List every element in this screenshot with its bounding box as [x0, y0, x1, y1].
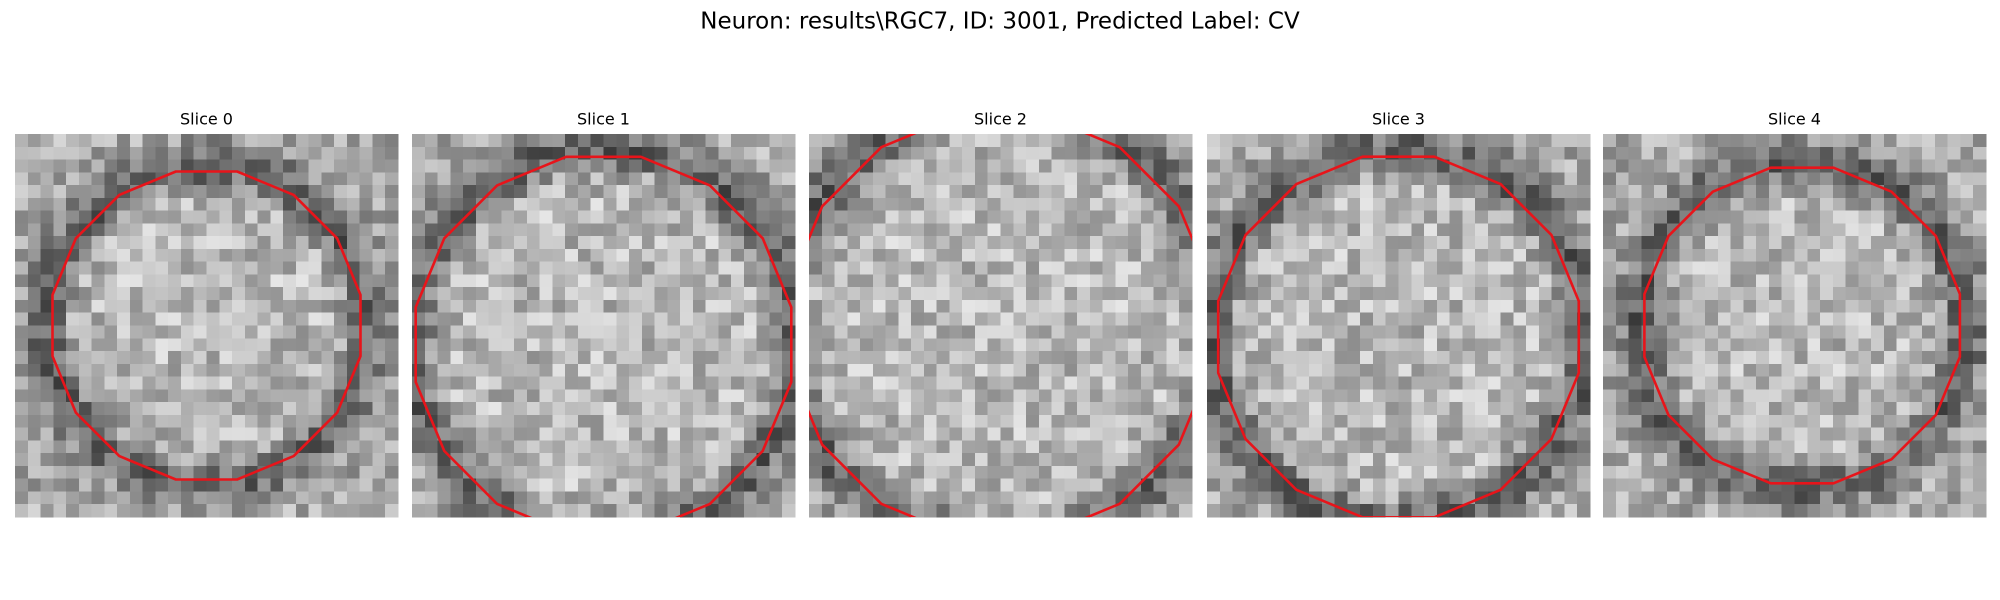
- contour: [51, 170, 362, 481]
- panel-title: Slice 3: [1372, 110, 1425, 129]
- panel-title: Slice 2: [974, 110, 1027, 129]
- panel-title: Slice 1: [577, 110, 630, 129]
- slice-image: [1603, 134, 1987, 518]
- figure-title: Neuron: results\RGC7, ID: 3001, Predicte…: [700, 9, 1300, 35]
- contour: [1216, 155, 1581, 517]
- contour: [414, 155, 793, 517]
- contour: [1643, 166, 1962, 485]
- contour: [809, 134, 1192, 517]
- panel-title: Slice 0: [180, 110, 233, 129]
- slice-image: [1207, 134, 1591, 518]
- slice-image: [809, 134, 1193, 518]
- slice-image: [15, 134, 399, 518]
- panel-title: Slice 4: [1768, 110, 1821, 129]
- slice-image: [412, 134, 796, 518]
